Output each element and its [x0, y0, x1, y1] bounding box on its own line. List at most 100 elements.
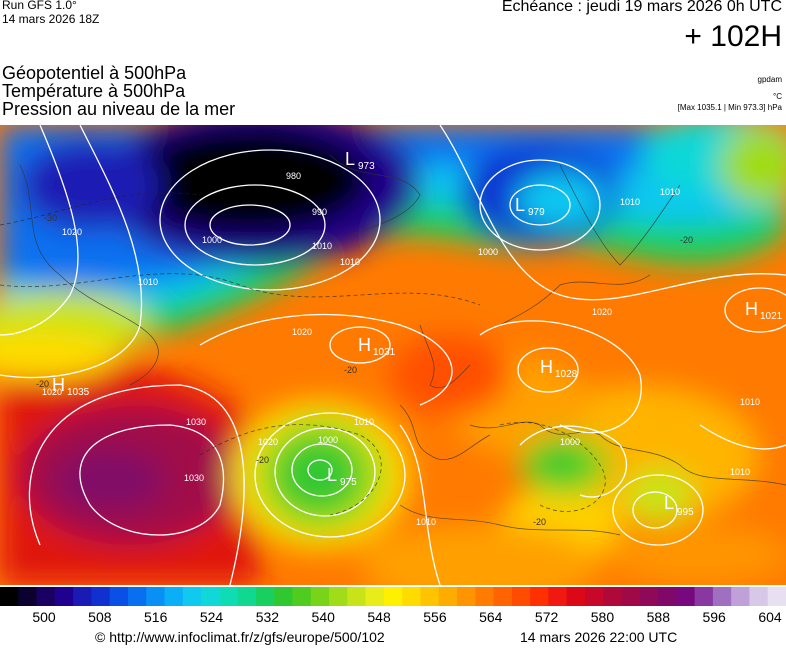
- colorbar-swatch: [201, 587, 220, 606]
- isobar-label: 1010: [660, 187, 680, 197]
- colorbar-tick-label: 540: [311, 609, 335, 625]
- colorbar-tick-label: 500: [32, 609, 56, 625]
- colorbar-tick-label: 556: [423, 609, 447, 625]
- colorbar-swatch: [621, 587, 641, 606]
- colorbar-swatch: [584, 587, 604, 606]
- colorbar-swatch: [347, 587, 367, 606]
- colorbar-swatch: [694, 587, 714, 606]
- center-type: H: [745, 299, 758, 319]
- isobar-label: 1000: [560, 437, 580, 447]
- colorbar-swatch: [255, 587, 275, 606]
- unit-geopotential: gpdam: [757, 75, 782, 84]
- pressure-centers: L 973 L 979 H 1031 H 1035 H 1028 H 1021: [52, 149, 783, 518]
- colorbar-swatch: [420, 587, 440, 606]
- isobar-label: 1030: [184, 473, 204, 483]
- colorbar-tick-label: 524: [199, 609, 224, 625]
- source-url[interactable]: © http://www.infoclimat.fr/z/gfs/europe/…: [95, 629, 385, 645]
- colorbar-swatch: [731, 587, 750, 606]
- colorbar-tick-label: 596: [702, 609, 726, 625]
- layer-geopotential: Géopotentiel à 500hPa: [2, 63, 187, 83]
- colorbar-swatch: [292, 587, 312, 606]
- colorbar-swatch: [511, 587, 531, 606]
- isobar-label: 1020: [258, 437, 278, 447]
- center-value: 1035: [67, 387, 90, 398]
- high-center: H 1035: [52, 375, 90, 398]
- colorbar-swatch: [475, 587, 495, 606]
- layer-pressure: Pression au niveau de la mer: [2, 99, 236, 119]
- isobar-label: 1020: [62, 227, 82, 237]
- colorbar-swatch: [676, 587, 696, 606]
- colorbar-swatch: [146, 587, 166, 606]
- colorbar-swatch: [438, 587, 458, 606]
- coastlines: [19, 154, 786, 536]
- colorbar: [0, 587, 786, 606]
- unit-temperature: °C: [773, 92, 782, 101]
- colorbar-swatch: [530, 587, 549, 606]
- low-center: L 995: [664, 493, 694, 518]
- isobar-label: 1010: [312, 241, 332, 251]
- temperature-isotherms: [0, 192, 606, 516]
- colorbar-swatch: [91, 587, 111, 606]
- colorbar-swatch: [767, 587, 786, 606]
- center-value: 973: [358, 161, 375, 172]
- colorbar-swatch: [329, 587, 348, 606]
- isobar-label: 1010: [620, 197, 640, 207]
- colorbar-swatch: [310, 587, 330, 606]
- center-type: H: [52, 375, 65, 395]
- colorbar-tick-label: 580: [590, 609, 615, 625]
- colorbar-tick-label: 516: [144, 609, 168, 625]
- isobar-label: 1000: [318, 435, 338, 445]
- colorbar-swatch: [54, 587, 74, 606]
- colorbar-swatch: [658, 587, 677, 606]
- temperature-label: -20: [680, 235, 693, 245]
- colorbar-swatch: [456, 587, 476, 606]
- colorbar-tick-label: 588: [646, 609, 670, 625]
- center-value: 1021: [760, 311, 783, 322]
- colorbar-swatch: [566, 587, 586, 606]
- isobar-labels: 980 990 1000 1010 1020 1030 1000 1010 10…: [42, 171, 760, 527]
- low-center: L 979: [515, 195, 545, 218]
- colorbar-swatch: [493, 587, 513, 606]
- isobar-label: 1020: [42, 387, 62, 397]
- isobar-label: 1030: [186, 417, 206, 427]
- isobar-label: 1010: [138, 277, 158, 287]
- isobar-label: 1020: [592, 307, 612, 317]
- isobar-label: 980: [286, 171, 301, 181]
- pressure-range: [Max 1035.1 | Min 973.3] hPa: [677, 103, 782, 112]
- center-value: 1028: [555, 369, 578, 380]
- colorbar-swatch: [237, 587, 257, 606]
- center-value: 995: [677, 507, 694, 518]
- isobar-label: 1010: [740, 397, 760, 407]
- isobars: [0, 125, 786, 585]
- center-type: L: [664, 493, 674, 513]
- geopotential-field: 980 990 1000 1010 1020 1030 1000 1010 10…: [0, 125, 786, 585]
- low-center: L 975: [327, 465, 357, 488]
- colorbar-swatch: [73, 587, 92, 606]
- colorbar-ticks: 500 508 516 524 532 540 548 556 564 572 580 588 596 6…: [0, 609, 786, 627]
- center-type: H: [358, 335, 371, 355]
- colorbar-swatch: [402, 587, 421, 606]
- isobar-label: 1010: [730, 467, 750, 477]
- temperature-label: -20: [533, 517, 546, 527]
- colorbar-swatch: [274, 587, 293, 606]
- high-center: H 1021: [745, 299, 783, 322]
- run-model: Run GFS 1.0°: [2, 0, 77, 12]
- colorbar-swatch: [182, 587, 202, 606]
- colorbar-swatch: [712, 587, 732, 606]
- colorbar-swatch: [18, 587, 38, 606]
- isobar-label: 1010: [416, 517, 436, 527]
- colorbar-tick-label: 508: [88, 609, 112, 625]
- temperature-label: -20: [36, 379, 49, 389]
- lead-time: + 102H: [684, 20, 782, 53]
- center-value: 975: [340, 477, 357, 488]
- temperature-label: -20: [344, 365, 357, 375]
- temperature-labels: -30 -20 -20 -20 -20 -20: [36, 213, 693, 527]
- center-type: H: [540, 357, 553, 377]
- units-legend: gpdam °C [Max 1035.1 | Min 973.3] hPa: [678, 74, 782, 113]
- colorbar-swatch: [164, 587, 184, 606]
- layer-legend: Géopotentiel à 500hPa Température à 500h…: [2, 64, 235, 118]
- isobar-label: 1010: [354, 417, 374, 427]
- colorbar-swatch: [109, 587, 129, 606]
- colorbar-swatch: [127, 587, 147, 606]
- center-type: L: [327, 465, 337, 485]
